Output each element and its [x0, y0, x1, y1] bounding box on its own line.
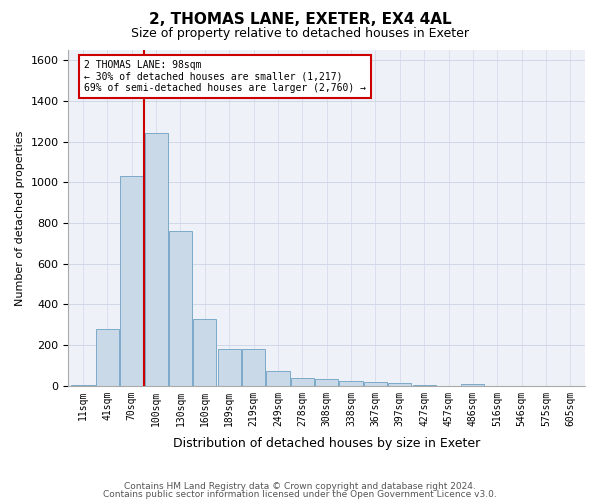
Bar: [364, 382, 387, 386]
Bar: [242, 349, 265, 386]
Bar: [266, 370, 290, 386]
X-axis label: Distribution of detached houses by size in Exeter: Distribution of detached houses by size …: [173, 437, 481, 450]
Bar: [120, 176, 143, 386]
Bar: [145, 134, 168, 386]
Y-axis label: Number of detached properties: Number of detached properties: [15, 130, 25, 306]
Bar: [96, 329, 119, 386]
Bar: [71, 385, 95, 386]
Bar: [340, 380, 362, 386]
Bar: [193, 318, 217, 386]
Bar: [413, 385, 436, 386]
Bar: [461, 384, 484, 386]
Text: 2 THOMAS LANE: 98sqm
← 30% of detached houses are smaller (1,217)
69% of semi-de: 2 THOMAS LANE: 98sqm ← 30% of detached h…: [84, 60, 366, 94]
Bar: [291, 378, 314, 386]
Bar: [388, 382, 412, 386]
Text: Contains HM Land Registry data © Crown copyright and database right 2024.: Contains HM Land Registry data © Crown c…: [124, 482, 476, 491]
Bar: [169, 231, 192, 386]
Text: 2, THOMAS LANE, EXETER, EX4 4AL: 2, THOMAS LANE, EXETER, EX4 4AL: [149, 12, 451, 28]
Bar: [218, 349, 241, 386]
Text: Size of property relative to detached houses in Exeter: Size of property relative to detached ho…: [131, 26, 469, 40]
Text: Contains public sector information licensed under the Open Government Licence v3: Contains public sector information licen…: [103, 490, 497, 499]
Bar: [315, 378, 338, 386]
